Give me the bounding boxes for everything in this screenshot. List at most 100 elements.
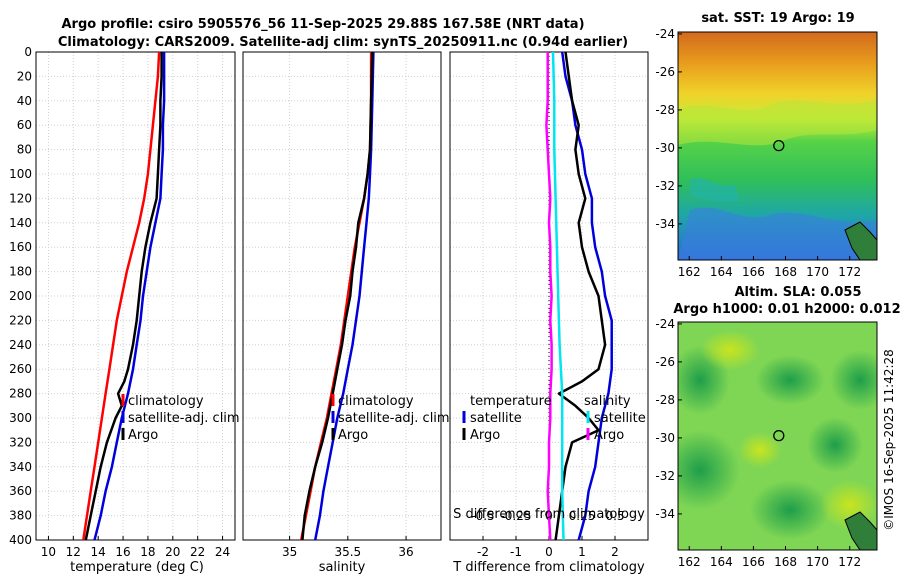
map-x-tick-label: 168 xyxy=(774,555,797,569)
map-x-tick-label: 164 xyxy=(710,265,733,279)
s-tick-label: 0.5 xyxy=(605,509,624,523)
sst-map-title: sat. SST: 19 Argo: 19 xyxy=(701,11,854,26)
legend-argo-label: Argo xyxy=(128,428,158,443)
difference-legend: temperature satellite Argo salinity sate… xyxy=(462,394,646,443)
sla-low-6 xyxy=(807,417,863,473)
sla-land xyxy=(844,511,877,550)
series-satellite-adj-clim xyxy=(93,52,166,541)
x-tick-label: 35 xyxy=(282,545,297,559)
x-tick-label: -2 xyxy=(477,545,489,559)
y-tick-label: 340 xyxy=(9,460,32,474)
sst-ticks: 162 164 166 168 170 172 -24 -26 -28 -30 -32 -34 xyxy=(655,27,861,279)
legend-s-sat-label2: satellite xyxy=(594,411,646,426)
map-x-tick-label: 164 xyxy=(710,555,733,569)
map-y-tick-label: -28 xyxy=(655,393,675,407)
legend-s-argo-label: Argo xyxy=(338,428,368,443)
x-tick-label: 10 xyxy=(41,545,56,559)
title-line-1: Argo profile: csiro 5905576_56 11-Sep-20… xyxy=(61,17,584,32)
y-tick-label: 80 xyxy=(17,143,32,157)
legend-t-sat-label: satellite xyxy=(470,411,522,426)
sst-land xyxy=(844,221,877,260)
map-y-tick-label: -32 xyxy=(655,179,675,193)
sla-high-1 xyxy=(700,330,760,370)
series-argo xyxy=(84,52,163,541)
salinity-axes: 35 35.5 36 xyxy=(242,51,442,559)
title-line-2: Climatology: CARS2009. Satellite-adj cli… xyxy=(58,35,628,50)
map-x-tick-label: 166 xyxy=(742,265,765,279)
sla-ticks: 162 164 166 168 170 172 -24 -26 -28 -30 -32 -34 xyxy=(655,317,861,569)
legend-s-argo-label2: Argo xyxy=(594,428,624,443)
salinity-legend: climatology satellite-adj. clim Argo xyxy=(331,394,450,443)
series-satellite-adj-clim xyxy=(313,51,375,541)
map-y-tick-label: -32 xyxy=(655,469,675,483)
x-tick-label: 36 xyxy=(398,545,413,559)
y-tick-label: 180 xyxy=(9,265,32,279)
x-tick-label: 20 xyxy=(165,545,180,559)
x-tick-label: 22 xyxy=(190,545,205,559)
sst-argo-marker xyxy=(773,139,785,152)
map-x-tick-label: 166 xyxy=(742,555,765,569)
y-tick-label: 240 xyxy=(9,338,32,352)
y-tick-label: 160 xyxy=(9,240,32,254)
y-tick-label: 20 xyxy=(17,69,32,83)
map-x-tick-label: 162 xyxy=(678,555,701,569)
sst-cyan-patch xyxy=(690,177,740,202)
y-tick-label: 320 xyxy=(9,435,32,449)
axes-frame xyxy=(242,51,442,541)
map-x-tick-label: 172 xyxy=(838,555,861,569)
y-tick-label: 120 xyxy=(9,191,32,205)
s-tick-label: -0.5 xyxy=(471,509,494,523)
x-tick-label: 1 xyxy=(578,545,586,559)
sla-low-3 xyxy=(830,350,877,410)
map-y-tick-label: -28 xyxy=(655,103,675,117)
y-tick-label: 140 xyxy=(9,216,32,230)
legend-sat-label: satellite-adj. clim xyxy=(128,411,240,426)
x-tick-label: 0 xyxy=(545,545,553,559)
sla-high-3 xyxy=(738,432,782,468)
y-tick-label: 100 xyxy=(9,167,32,181)
map-y-tick-label: -26 xyxy=(655,355,675,369)
temperature-axes: 10 12 14 16 18 20 22 24020406080100120140160180… xyxy=(9,45,236,559)
s-difference-xlabel: S difference from climatology xyxy=(453,507,645,522)
legend-t-argo-label: Argo xyxy=(470,428,500,443)
map-y-tick-label: -24 xyxy=(655,317,675,331)
y-tick-label: 220 xyxy=(9,313,32,327)
x-tick-label: 14 xyxy=(91,545,106,559)
x-tick-label: 16 xyxy=(115,545,130,559)
sst-frame xyxy=(677,31,878,261)
sst-cold-patch xyxy=(678,207,877,260)
sla-frame xyxy=(677,321,878,551)
sla-low-2 xyxy=(755,355,825,405)
legend-s-clim-label: climatology xyxy=(338,394,414,409)
x-tick-label: 2 xyxy=(611,545,619,559)
sst-front-band xyxy=(678,100,877,146)
difference-xlabel: T difference from climatology xyxy=(452,560,645,575)
sla-argo-marker xyxy=(773,429,785,442)
map-y-tick-label: -26 xyxy=(655,65,675,79)
temperature-xlabel: temperature (deg C) xyxy=(70,560,204,575)
map-y-tick-label: -34 xyxy=(655,507,675,521)
map-y-tick-label: -30 xyxy=(655,431,675,445)
sla-low-5 xyxy=(750,480,830,540)
s-tick-label: 0.25 xyxy=(569,509,596,523)
map-x-tick-label: 170 xyxy=(806,265,829,279)
sla-map-title-2: Argo h1000: 0.01 h2000: 0.012 xyxy=(673,302,900,317)
y-tick-label: 60 xyxy=(17,118,32,132)
y-tick-label: 0 xyxy=(24,45,32,59)
temperature-legend: climatology satellite-adj. clim Argo xyxy=(121,394,240,443)
y-tick-label: 40 xyxy=(17,94,32,108)
y-tick-label: 380 xyxy=(9,509,32,523)
axes-frame xyxy=(35,51,236,541)
series-climatology xyxy=(82,51,161,541)
sla-map-title-1: Altim. SLA: 0.055 xyxy=(735,285,862,300)
series-s-argo xyxy=(545,52,553,541)
map-x-tick-label: 168 xyxy=(774,265,797,279)
s-tick-label: -0.25 xyxy=(500,509,531,523)
y-tick-label: 400 xyxy=(9,533,32,547)
legend-clim-label: climatology xyxy=(128,394,204,409)
x-tick-label: 24 xyxy=(215,545,230,559)
x-tick-label: 18 xyxy=(140,545,155,559)
legend-t-title: temperature xyxy=(470,394,552,409)
x-tick-label: 35.5 xyxy=(334,545,361,559)
